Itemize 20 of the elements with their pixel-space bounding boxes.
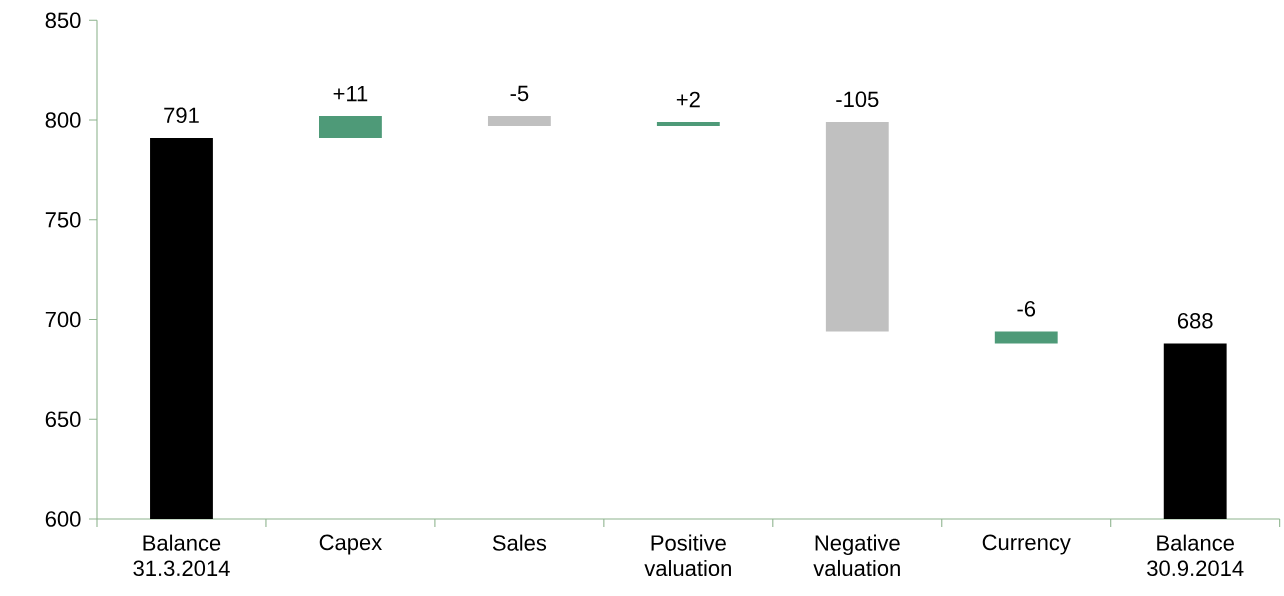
y-tick-label: 750 — [45, 212, 81, 228]
y-tick-label: 650 — [45, 411, 81, 428]
data-label: +11 — [333, 86, 368, 102]
data-label: 688 — [1177, 312, 1213, 329]
y-tick-label: 700 — [45, 311, 81, 328]
y-tick-label: 850 — [45, 12, 81, 29]
x-tick-label: Sales — [492, 534, 547, 551]
y-tick-label: 600 — [45, 511, 81, 527]
data-label: -5 — [510, 85, 529, 102]
x-tick-label: Positive valuation — [644, 534, 731, 577]
x-tick-label: Negative valuation — [813, 534, 900, 577]
x-tick-label: Currency — [982, 534, 1071, 555]
data-label: -6 — [1017, 300, 1036, 317]
x-tick-label: Balance 31.3.2014 — [133, 534, 230, 577]
data-label: 791 — [164, 107, 199, 124]
data-label: -105 — [836, 91, 879, 108]
data-label: +2 — [676, 91, 700, 108]
y-tick-label: 800 — [45, 112, 81, 128]
x-tick-label: Balance 30.9.2014 — [1147, 534, 1244, 577]
x-tick-label: Capex — [319, 534, 382, 555]
